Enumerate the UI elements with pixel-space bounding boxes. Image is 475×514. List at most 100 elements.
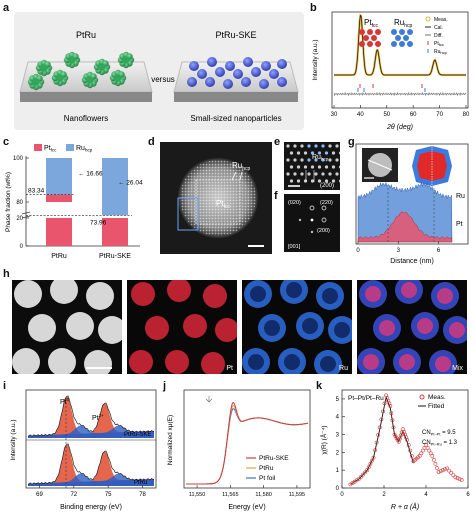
c-annot-0: 83.34 (28, 188, 45, 195)
j-xtick-label-2: 11,580 (255, 492, 271, 498)
k-point-3-1 (373, 448, 378, 453)
atom-4-6 (328, 172, 332, 176)
panel-j-xanes-chart: PtRu-SKE PtRu Pt foil 11,550 11,565 11,580… (167, 389, 311, 511)
panel-label-k: k (316, 380, 323, 392)
i-curves (27, 395, 154, 486)
c-bar-pt-lower-1 (102, 218, 128, 246)
k-point-2-1 (366, 465, 371, 470)
atom-3-5 (324, 165, 329, 169)
h-particle-1-6 (129, 350, 153, 374)
k-point-14-0 (430, 454, 435, 458)
atom-2-4 (314, 158, 318, 162)
k-point-6-3 (391, 425, 396, 430)
h-particle-0-6 (12, 348, 40, 374)
k-legend-fit: Fitted (428, 403, 445, 410)
j-legend-2: Pt foil (259, 475, 276, 482)
panel-label-h: h (3, 268, 10, 280)
atom-2-7 (335, 158, 339, 162)
k-point-15-1 (438, 469, 443, 474)
h-particle-0-0 (14, 280, 42, 308)
h-particle-1-8 (201, 352, 225, 374)
nanoflower-1 (63, 51, 81, 69)
h-particle-1-5 (215, 318, 237, 342)
atom-5-7 (338, 179, 340, 183)
nanoflower-6 (109, 69, 127, 87)
i-peak-pt2: Pt2+ (92, 413, 104, 422)
h-particle-core-3-7 (399, 354, 415, 370)
c-yticks: 0 20 80 100 (13, 156, 29, 250)
f-label-220: (220) (320, 200, 333, 206)
h-haadf-tile (12, 280, 122, 374)
b-xlabel: 2θ (deg) (386, 124, 413, 131)
k-point-14-1 (432, 458, 436, 462)
panel-g-line-profile: Ru Pt 0 3 6 Distance (nm) (355, 143, 469, 265)
legend: Meas. Cal. Diff. Ptfcc Ruhcp (425, 16, 448, 55)
h-ru-map (242, 280, 352, 374)
panel-label-g: g (348, 136, 355, 148)
h-particle-core-3-6 (363, 354, 379, 370)
k-ytick-label-4: 4 (336, 415, 340, 421)
annot-ru: Ruhcp (394, 18, 413, 29)
k-title: Pt–Pt/Pt–Ru (348, 395, 384, 402)
k-cn-pt-pt: CNPt–Pt = 9.5 (422, 430, 456, 437)
panel-label-e: e (274, 136, 281, 148)
k-ytick-label-5: 5 (336, 397, 340, 403)
j-legend: PtRu-SKE PtRu Pt foil (246, 455, 289, 482)
j-xtick-label-3: 11,595 (289, 492, 305, 498)
k-point-10-0 (405, 438, 410, 442)
j-xtick-label-0: 11,550 (189, 492, 205, 498)
c-annot-1: ← 16.66 (78, 171, 103, 178)
atom-4-0 (286, 172, 290, 176)
atom-0-6 (328, 144, 332, 148)
label-pt-fcc: Ptfcc (216, 199, 230, 210)
k-point-14-3 (435, 466, 439, 470)
k-yticks: 0 1 2 3 4 5 (336, 397, 345, 492)
nanoparticle-16 (277, 77, 287, 87)
b-xtick-label-4: 70 (436, 112, 443, 118)
k-point-4-0 (377, 425, 382, 430)
c-annotations: 83.34 ← 16.66 73.96 ← 26.04 (21, 171, 143, 226)
schematic-right-caption: Small-sized nanoparticles (190, 114, 281, 123)
g-xtick-label-2: 6 (437, 248, 441, 254)
c-category-1: PtRu-SKE (99, 253, 131, 260)
h-particle-core-3-3 (379, 320, 395, 336)
k-point-13-0 (424, 443, 428, 448)
k-point-10-2 (408, 448, 413, 453)
i-envelope-top (27, 395, 154, 437)
g-xtick-label-1: 3 (397, 248, 401, 254)
e-label-ru: Ruhcp (312, 154, 329, 162)
legend-diff: Diff. (434, 33, 443, 39)
k-point-16-0 (445, 466, 449, 471)
h-particle-1-7 (165, 350, 189, 374)
k-point-17-0 (453, 475, 458, 480)
c-ytick-label-0: 0 (20, 244, 24, 250)
h-particle-core-3-2 (437, 288, 453, 304)
nanoflower-7 (27, 73, 45, 91)
panel-e-hrstem-image: Ruhcp (200) (284, 142, 340, 190)
k-point-10-1 (406, 443, 411, 448)
axes-frame (331, 11, 469, 109)
h-particle-0-2 (86, 282, 114, 310)
panel-label-a: a (3, 2, 10, 14)
b-xtick-label-2: 50 (383, 112, 390, 118)
k-point-13-1 (425, 446, 430, 450)
j-ylabel: Normalized xμ(E) (167, 415, 174, 465)
atom-3-0 (289, 165, 294, 169)
i-xtick-label-1: 72 (70, 492, 77, 498)
atom-5-6 (331, 179, 336, 183)
g-label-ru: Ru (456, 193, 465, 200)
panel-i-xps-chart: Pt0 Pt2+ PtRu-SKE PtRu 69 72 75 78 Intensit… (10, 389, 157, 511)
panel-d-stem-image: Ruhcp Ptfcc (160, 142, 272, 254)
k-legend-meas: Meas. (428, 394, 446, 401)
j-xtick-label-1: 11,565 (222, 492, 238, 498)
panel-f-fft-image: (020) (220) (200) [001] (284, 194, 340, 252)
atom-2-3 (307, 158, 311, 162)
nanoparticle-1 (207, 57, 217, 67)
diff-curve (333, 91, 467, 97)
i-pt2-peak-b-top (28, 425, 154, 438)
nanoparticle-6 (197, 69, 207, 79)
h-particle-0-1 (50, 280, 78, 304)
legend-ru: Ruhcp (76, 145, 93, 153)
k-xtick-label-2: 4 (424, 492, 428, 498)
h-pt-map (129, 280, 237, 374)
